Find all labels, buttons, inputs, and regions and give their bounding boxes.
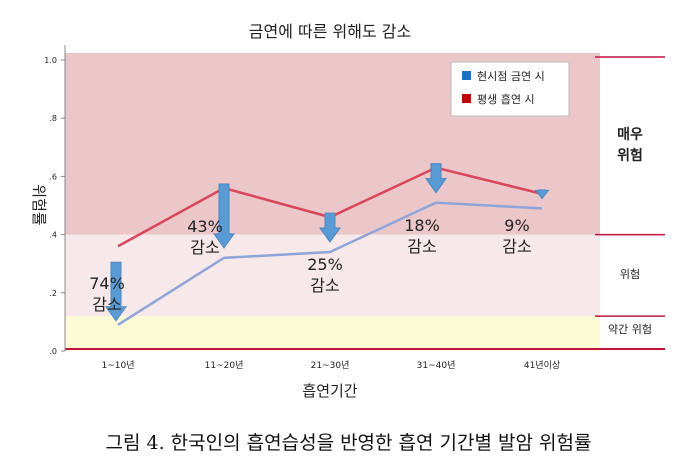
figure-caption: 그림 4. 한국인의 흡연습성을 반영한 흡연 기간별 발암 위험률	[105, 432, 592, 454]
annotation-text-2: 감소	[310, 276, 339, 295]
legend-swatch-1	[462, 94, 471, 103]
annotation-pct-4: 9%	[504, 216, 529, 235]
x-tick-label-0: 1~10년	[102, 360, 135, 371]
reduction-arrow-0	[105, 261, 127, 322]
x-tick-label-1: 11~20년	[205, 360, 244, 371]
annotation-pct-2: 25%	[307, 255, 343, 274]
y-tick-label-1: .2	[49, 289, 57, 298]
reduction-arrow-2	[319, 212, 341, 243]
band-label-very-high-line1: 매우	[617, 127, 643, 143]
x-tick-label-4: 41년이상	[524, 360, 560, 371]
x-tick-label-2: 21~30년	[311, 360, 350, 371]
y-tick-label-0: .0	[49, 347, 57, 356]
legend-swatch-0	[462, 71, 471, 80]
y-tick-label-5: 1.0	[44, 56, 57, 65]
annotation-text-4: 감소	[502, 237, 531, 256]
annotation-pct-3: 18%	[404, 216, 440, 235]
x-axis-label: 흡연기간	[302, 382, 357, 400]
y-tick-label-2: .4	[49, 231, 57, 240]
y-axis-label: 위험률	[30, 184, 48, 226]
chart-title: 금연에 따른 위해도 감소	[249, 22, 411, 41]
y-tick-label-3: .6	[49, 172, 57, 181]
y-tick-label-4: .8	[49, 114, 57, 123]
series-line-0	[117, 201, 543, 326]
legend-label-1: 평생 흡연 시	[477, 92, 535, 106]
annotation-text-0: 감소	[92, 295, 121, 314]
band-label-slight: 약간 위험	[608, 322, 652, 336]
legend-label-0: 현시점 금연 시	[477, 70, 545, 83]
reduction-arrow-3	[425, 163, 447, 194]
band-label-very-high-line2: 위험	[617, 147, 643, 164]
reduction-arrow-1	[213, 183, 235, 249]
annotation-text-3: 감소	[407, 237, 436, 256]
annotation-text-1: 감소	[190, 238, 219, 257]
risk-band-0	[65, 316, 600, 351]
annotation-pct-0: 74%	[89, 274, 125, 293]
legend-box	[450, 61, 570, 117]
reduction-arrow-4	[534, 189, 550, 200]
x-tick-label-3: 31~40년	[417, 360, 456, 371]
band-label-high: 위험	[620, 268, 640, 281]
annotation-pct-1: 43%	[187, 217, 223, 236]
